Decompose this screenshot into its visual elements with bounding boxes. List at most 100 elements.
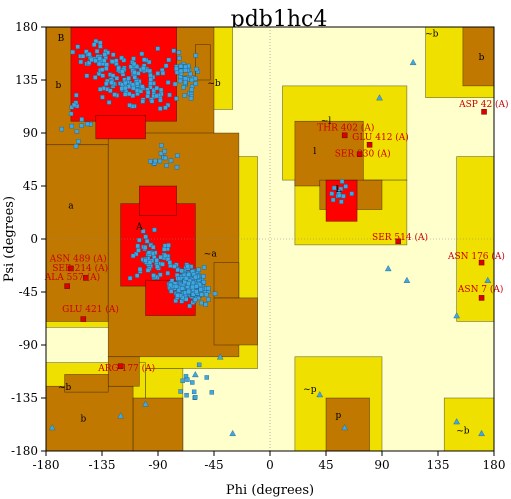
residue-point — [186, 289, 191, 295]
residue-point — [330, 197, 336, 203]
residue-point — [176, 50, 182, 55]
region-allowed-14 — [195, 44, 211, 81]
residue-point — [119, 55, 124, 61]
x-tick-label: 0 — [266, 458, 274, 472]
outlier-point — [117, 363, 124, 369]
residue-point — [116, 65, 121, 71]
region-allowed-25 — [213, 297, 258, 346]
region-label: A — [135, 223, 143, 233]
outlier-label: ASN 7 (A) — [457, 284, 504, 295]
outlier-point — [80, 316, 87, 322]
residue-point — [110, 73, 116, 78]
glycine-point — [229, 429, 237, 437]
residue-point — [104, 81, 109, 86]
residue-point — [162, 155, 168, 161]
glycine-point — [403, 276, 411, 283]
outlier-point — [478, 259, 485, 266]
residue-point — [174, 96, 179, 101]
residue-point — [175, 153, 180, 158]
region-labels: Bb ~b ~l l La A ~a ~b b ~b b ~p p ~b — [56, 29, 485, 436]
labeled-outliers: THR 402 (A)GLU 412 (A) SER 330 (A) ASP 42 … — [44, 99, 509, 374]
residue-point — [130, 253, 136, 259]
region-label: ~a — [204, 250, 218, 260]
residue-point — [158, 87, 164, 93]
residue-point — [167, 260, 172, 265]
region-allowed-18 — [132, 397, 184, 452]
residue-point — [172, 81, 178, 87]
glycine-point — [484, 276, 492, 283]
residue-point — [180, 378, 185, 384]
y-tick-label: -180 — [11, 444, 38, 458]
residue-point — [182, 93, 187, 98]
region-label: ~b — [207, 79, 221, 89]
residue-point — [212, 291, 218, 296]
outlier-point — [64, 283, 70, 289]
residue-point — [188, 71, 193, 77]
residue-point — [94, 49, 100, 54]
x-axis-label: Phi (degrees) — [226, 483, 314, 498]
x-tick-label: -135 — [89, 458, 116, 472]
residue-point — [128, 64, 134, 69]
glycine-point — [341, 424, 349, 431]
residue-point — [104, 66, 109, 71]
region-allowed-17 — [45, 385, 134, 452]
residue-point — [166, 243, 171, 248]
residue-point — [179, 268, 184, 274]
residue-point — [121, 58, 127, 63]
residue-point — [84, 73, 90, 79]
region-label: l — [313, 147, 316, 157]
residue-point — [135, 88, 140, 93]
residue-point — [141, 65, 146, 71]
residue-point — [69, 105, 74, 110]
residue-point — [189, 77, 195, 83]
residue-point — [160, 70, 166, 76]
y-axis-label: Psi (degrees) — [2, 196, 17, 282]
residue-point — [168, 282, 173, 288]
residue-point — [106, 100, 112, 105]
residue-point — [86, 60, 92, 65]
outlier-point — [481, 109, 487, 115]
residue-point — [140, 99, 145, 104]
residue-point — [120, 69, 125, 74]
residue-point — [155, 46, 161, 51]
region-label: b — [479, 53, 485, 63]
outlier-label: SER 214 (A) — [52, 263, 108, 274]
residue-point — [204, 375, 209, 380]
glycine-point — [409, 58, 417, 66]
residue-point — [70, 49, 76, 55]
residue-point — [162, 247, 167, 252]
x-tick-label: -180 — [33, 458, 60, 472]
residue-point — [93, 75, 98, 80]
residue-point — [167, 92, 172, 98]
residue-point — [173, 284, 179, 289]
residue-point — [109, 80, 114, 86]
residue-point — [184, 392, 189, 398]
residue-point — [146, 250, 152, 255]
residue-point — [84, 49, 89, 54]
residue-point — [165, 80, 171, 85]
residue-point — [100, 73, 105, 78]
outlier-point — [366, 142, 373, 148]
outlier-point — [356, 151, 363, 157]
residue-point — [76, 139, 81, 144]
residue-point — [196, 362, 202, 368]
glycine-point — [316, 391, 324, 398]
residue-point — [178, 64, 184, 69]
residue-point — [339, 179, 345, 184]
residue-point — [154, 258, 159, 263]
residue-point — [198, 287, 204, 292]
residue-point — [162, 253, 168, 259]
glycine-point — [48, 424, 56, 431]
outlier-point — [341, 132, 348, 139]
residue-point — [165, 270, 170, 276]
residue-point — [151, 273, 156, 278]
residue-point — [132, 74, 138, 80]
residue-point — [127, 103, 132, 108]
region-label: ~b — [425, 29, 439, 39]
residue-point — [79, 123, 84, 128]
region-label: b — [80, 415, 86, 425]
residue-point — [187, 303, 192, 309]
residue-point — [59, 126, 64, 132]
residue-point — [157, 158, 163, 164]
